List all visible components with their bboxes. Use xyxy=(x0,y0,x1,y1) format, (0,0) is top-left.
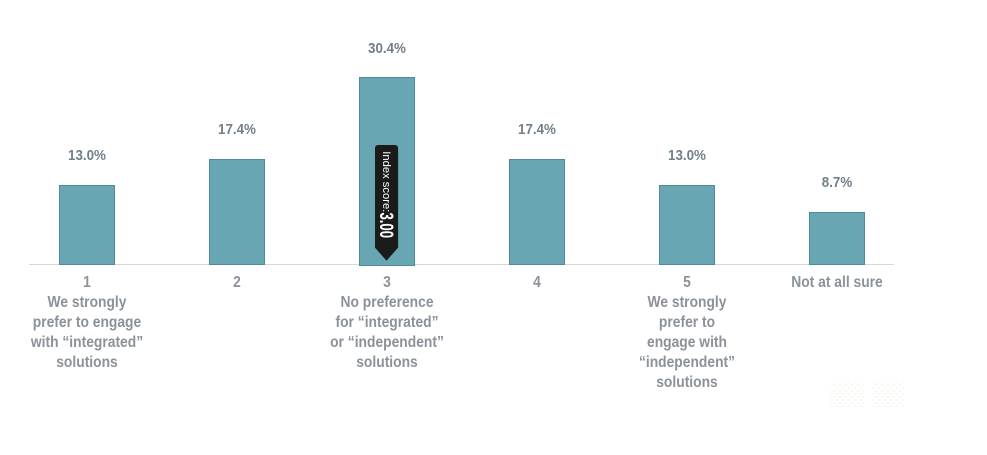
svg-text:Index score:: Index score: xyxy=(380,152,392,213)
svg-text:3.00: 3.00 xyxy=(375,213,397,239)
